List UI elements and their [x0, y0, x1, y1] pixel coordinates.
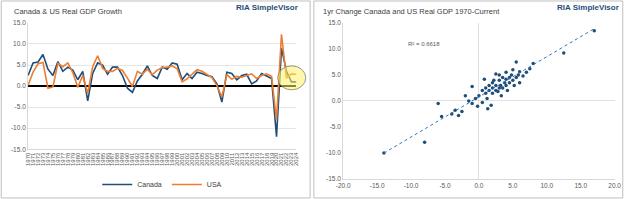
svg-text:0.0: 0.0 — [474, 182, 483, 189]
svg-text:2002: 2002 — [184, 152, 190, 166]
svg-text:1yr Change Canada and US Real: 1yr Change Canada and US Real GDP 1970-C… — [323, 7, 500, 16]
svg-text:1976: 1976 — [55, 152, 61, 166]
svg-text:1983: 1983 — [90, 152, 96, 166]
svg-text:20.0: 20.0 — [608, 182, 621, 189]
svg-text:10.0: 10.0 — [540, 182, 553, 189]
svg-text:2004: 2004 — [194, 152, 200, 166]
svg-text:2006: 2006 — [204, 152, 210, 166]
svg-text:2003: 2003 — [189, 152, 195, 166]
svg-text:15.0: 15.0 — [328, 19, 341, 26]
svg-text:1982: 1982 — [85, 152, 91, 166]
svg-text:2010: 2010 — [224, 152, 230, 166]
svg-text:1985: 1985 — [100, 152, 106, 166]
svg-text:-5.0: -5.0 — [15, 103, 27, 110]
svg-text:2009: 2009 — [219, 152, 225, 166]
svg-text:R² = 0.6618: R² = 0.6618 — [408, 41, 440, 47]
svg-text:1996: 1996 — [154, 152, 160, 166]
svg-text:2012: 2012 — [234, 152, 240, 166]
svg-text:0.0: 0.0 — [17, 82, 26, 89]
svg-text:15.0: 15.0 — [574, 182, 587, 189]
svg-text:1984: 1984 — [95, 152, 101, 166]
svg-text:1989: 1989 — [119, 152, 125, 166]
svg-text:1987: 1987 — [110, 152, 116, 166]
svg-text:-5.0: -5.0 — [439, 182, 451, 189]
svg-text:10.0: 10.0 — [328, 45, 341, 52]
svg-text:10.0: 10.0 — [13, 40, 26, 47]
svg-text:5.0: 5.0 — [17, 61, 26, 68]
svg-text:2011: 2011 — [229, 152, 235, 166]
svg-text:2024: 2024 — [293, 152, 299, 166]
svg-text:5.0: 5.0 — [332, 71, 341, 78]
svg-text:2001: 2001 — [179, 152, 185, 166]
svg-text:2017: 2017 — [259, 152, 265, 166]
svg-text:Canada: Canada — [137, 181, 162, 188]
svg-text:-15.0: -15.0 — [11, 146, 26, 153]
svg-text:1997: 1997 — [159, 152, 165, 166]
svg-text:2015: 2015 — [249, 152, 255, 166]
svg-text:1995: 1995 — [149, 152, 155, 166]
svg-text:5.0: 5.0 — [508, 182, 517, 189]
svg-text:1988: 1988 — [114, 152, 120, 166]
svg-text:15.0: 15.0 — [13, 19, 26, 26]
svg-text:-15.0: -15.0 — [370, 182, 385, 189]
svg-text:1971: 1971 — [30, 152, 36, 166]
svg-text:1998: 1998 — [164, 152, 170, 166]
svg-text:1977: 1977 — [60, 152, 66, 166]
svg-text:1970: 1970 — [25, 152, 31, 166]
svg-text:1973: 1973 — [40, 152, 46, 166]
svg-text:Canada & US Real GDP Growth: Canada & US Real GDP Growth — [14, 7, 122, 16]
svg-text:1993: 1993 — [139, 152, 145, 166]
svg-text:-15.0: -15.0 — [326, 175, 341, 182]
svg-text:2020: 2020 — [273, 152, 279, 166]
svg-text:-10.0: -10.0 — [404, 182, 419, 189]
svg-text:1990: 1990 — [124, 152, 130, 166]
svg-text:0.0: 0.0 — [332, 97, 341, 104]
svg-text:2007: 2007 — [209, 152, 215, 166]
svg-text:2016: 2016 — [254, 152, 260, 166]
svg-text:2018: 2018 — [264, 152, 270, 166]
svg-text:2023: 2023 — [288, 152, 294, 166]
svg-text:-5.0: -5.0 — [330, 123, 342, 130]
svg-text:1974: 1974 — [45, 152, 51, 166]
svg-text:1992: 1992 — [134, 152, 140, 166]
svg-text:-10.0: -10.0 — [326, 149, 341, 156]
svg-text:2021: 2021 — [278, 152, 284, 166]
svg-text:2013: 2013 — [239, 152, 245, 166]
svg-text:2005: 2005 — [199, 152, 205, 166]
svg-text:USA: USA — [207, 181, 222, 188]
svg-text:1972: 1972 — [35, 152, 41, 166]
svg-text:1975: 1975 — [50, 152, 56, 166]
svg-text:-10.0: -10.0 — [11, 124, 26, 131]
svg-text:1979: 1979 — [70, 152, 76, 166]
svg-text:1991: 1991 — [129, 152, 135, 166]
svg-text:-20.0: -20.0 — [336, 182, 351, 189]
svg-text:1980: 1980 — [75, 152, 81, 166]
svg-text:1994: 1994 — [144, 152, 150, 166]
svg-text:1981: 1981 — [80, 152, 86, 166]
svg-text:1978: 1978 — [65, 152, 71, 166]
svg-text:2008: 2008 — [214, 152, 220, 166]
svg-text:RIA SimpleVisor: RIA SimpleVisor — [557, 3, 619, 12]
svg-text:2000: 2000 — [174, 152, 180, 166]
svg-text:2014: 2014 — [244, 152, 250, 166]
svg-text:2019: 2019 — [269, 152, 275, 166]
svg-text:1986: 1986 — [105, 152, 111, 166]
svg-text:RIA SimpleVisor: RIA SimpleVisor — [236, 3, 298, 12]
svg-text:1999: 1999 — [169, 152, 175, 166]
svg-text:2022: 2022 — [283, 152, 289, 166]
